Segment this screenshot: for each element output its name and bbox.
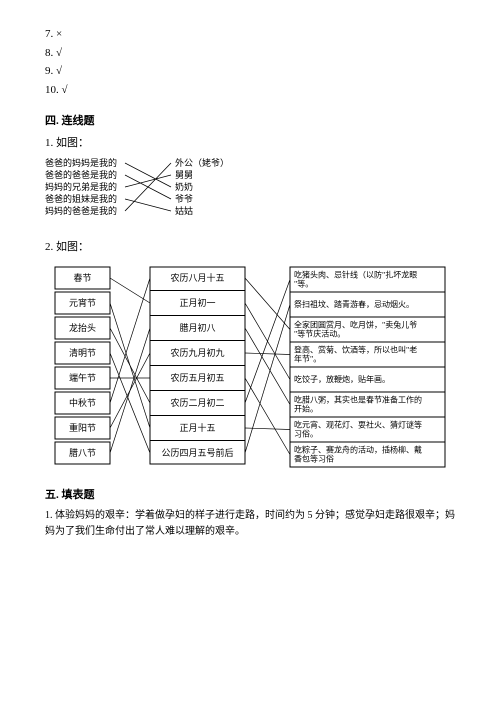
- svg-text:"等节庆活动。: "等节庆活动。: [294, 328, 345, 338]
- svg-text:香包等习俗: 香包等习俗: [294, 453, 334, 463]
- section5-item1: 1. 体验妈妈的艰辛：学着做孕妇的样子进行走路，时间约为 5 分钟；感觉孕妇走路…: [45, 508, 455, 540]
- svg-text:奶奶: 奶奶: [175, 181, 193, 192]
- svg-text:清明节: 清明节: [69, 347, 96, 358]
- svg-text:重阳节: 重阳节: [69, 422, 96, 433]
- svg-text:龙抬头: 龙抬头: [69, 322, 96, 333]
- svg-text:祭扫祖坟、踏青游春，忌动烟火。: 祭扫祖坟、踏青游春，忌动烟火。: [294, 299, 414, 309]
- svg-text:吃腊八粥，其实也是春节准备工作的: 吃腊八粥，其实也是春节准备工作的: [294, 394, 422, 404]
- svg-text:妈妈的爸爸是我的: 妈妈的爸爸是我的: [45, 205, 117, 216]
- section4-sub1: 1. 如图：: [45, 134, 455, 150]
- svg-text:农历二月初二: 农历二月初二: [170, 397, 224, 408]
- section4-sub2: 2. 如图：: [45, 238, 455, 254]
- svg-text:爸爸的姐妹是我的: 爸爸的姐妹是我的: [45, 193, 117, 204]
- svg-text:姑姑: 姑姑: [175, 205, 193, 216]
- svg-text:春节: 春节: [73, 272, 91, 283]
- svg-text:登高、赏菊、饮酒等，所以也叫"老: 登高、赏菊、饮酒等，所以也叫"老: [294, 344, 417, 354]
- svg-text:爷爷: 爷爷: [175, 193, 193, 204]
- svg-text:中秋节: 中秋节: [69, 397, 96, 408]
- svg-text:习俗。: 习俗。: [294, 428, 318, 438]
- svg-text:吃粽子、赛龙舟的活动，插杨柳、戴: 吃粽子、赛龙舟的活动，插杨柳、戴: [294, 444, 422, 454]
- svg-text:农历九月初九: 农历九月初九: [170, 347, 224, 358]
- svg-text:外公（姥爷）: 外公（姥爷）: [175, 158, 229, 168]
- diagram1: 爸爸的妈妈是我的爸爸的爸爸是我的妈妈的兄弟是我的爸爸的姐妹是我的妈妈的爸爸是我的…: [45, 158, 455, 228]
- svg-text:公历四月五号前后: 公历四月五号前后: [161, 447, 233, 458]
- svg-text:妈妈的兄弟是我的: 妈妈的兄弟是我的: [45, 181, 117, 192]
- answer-item: 9. √: [45, 62, 455, 81]
- section5-heading: 五. 填表题: [45, 486, 455, 502]
- answer-item: 7. ×: [45, 25, 455, 44]
- svg-text:农历八月十五: 农历八月十五: [170, 272, 224, 283]
- svg-text:吃猪头肉、忌针线（以防"扎坏龙眼: 吃猪头肉、忌针线（以防"扎坏龙眼: [294, 269, 417, 279]
- svg-text:农历五月初五: 农历五月初五: [170, 372, 224, 383]
- svg-text:爸爸的妈妈是我的: 爸爸的妈妈是我的: [45, 158, 117, 168]
- svg-text:元宵节: 元宵节: [69, 297, 96, 308]
- answer-item: 8. √: [45, 44, 455, 63]
- section4-heading: 四. 连线题: [45, 112, 455, 128]
- svg-text:端午节: 端午节: [69, 372, 96, 383]
- svg-text:腊月初八: 腊月初八: [179, 322, 215, 333]
- svg-text:腊八节: 腊八节: [69, 448, 96, 458]
- diagram2: 春节元宵节龙抬头清明节端午节中秋节重阳节腊八节 农历八月十五正月初一腊月初八农历九…: [45, 262, 455, 472]
- answer-list: 7. × 8. √ 9. √ 10. √: [45, 25, 455, 100]
- svg-text:正月初一: 正月初一: [179, 297, 215, 308]
- svg-text:"等。: "等。: [294, 278, 313, 288]
- svg-text:爸爸的爸爸是我的: 爸爸的爸爸是我的: [45, 169, 117, 180]
- svg-text:正月十五: 正月十五: [179, 422, 215, 433]
- svg-text:吃饺子，放鞭炮，贴年画。: 吃饺子，放鞭炮，贴年画。: [294, 374, 390, 384]
- svg-text:年节"。: 年节"。: [294, 353, 321, 363]
- answer-item: 10. √: [45, 81, 455, 100]
- svg-text:全家团圆赏月、吃月饼，"卖兔儿爷: 全家团圆赏月、吃月饼，"卖兔儿爷: [294, 319, 417, 329]
- svg-text:开始。: 开始。: [294, 403, 318, 413]
- svg-text:吃元宵、观花灯、耍社火、猜灯谜等: 吃元宵、观花灯、耍社火、猜灯谜等: [294, 419, 422, 429]
- svg-text:舅舅: 舅舅: [175, 170, 193, 180]
